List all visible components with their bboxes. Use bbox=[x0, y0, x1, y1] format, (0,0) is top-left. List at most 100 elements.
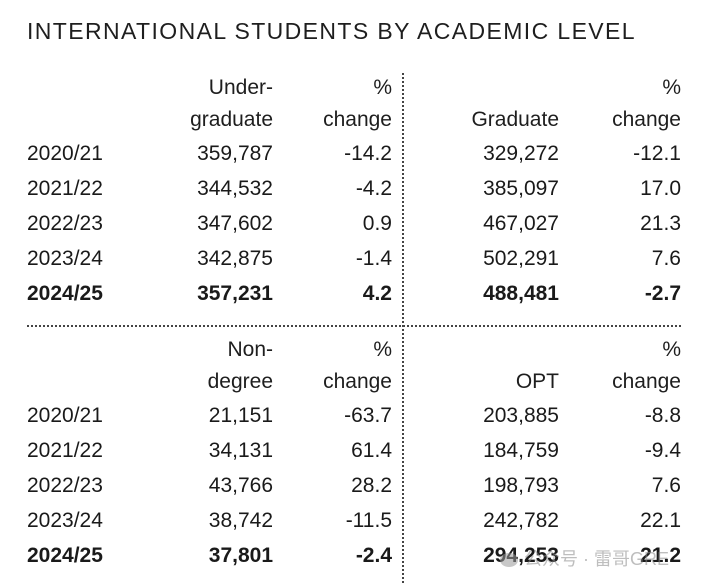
graduate-header-value: Graduate bbox=[471, 104, 559, 136]
opt-header-value: OPT bbox=[516, 366, 559, 398]
table-row: 2021/22 344,532 -4.2 bbox=[27, 171, 395, 206]
table-row: 198,793 7.6 bbox=[408, 468, 681, 503]
page-title: INTERNATIONAL STUDENTS BY ACADEMIC LEVEL bbox=[27, 18, 636, 44]
value-cell: 21,151 bbox=[208, 404, 273, 427]
horizontal-divider bbox=[27, 325, 681, 327]
year-cell: 2022/23 bbox=[27, 474, 103, 497]
change-cell: 7.6 bbox=[651, 474, 681, 497]
undergraduate-header-change: % change bbox=[323, 72, 392, 136]
header-line: change bbox=[323, 370, 392, 393]
header-line: graduate bbox=[190, 108, 273, 131]
table-row-latest: 2024/25 37,801 -2.4 bbox=[27, 538, 395, 573]
value-cell: 43,766 bbox=[208, 474, 273, 497]
table-row-latest: 488,481 -2.7 bbox=[408, 276, 681, 311]
change-cell: -11.5 bbox=[345, 509, 392, 532]
value-cell: 38,742 bbox=[208, 509, 273, 532]
header-line: change bbox=[612, 108, 681, 131]
value-cell: 502,291 bbox=[483, 247, 559, 270]
graduate-header: Graduate % change bbox=[408, 73, 681, 136]
opt-header-change: % change bbox=[612, 334, 681, 398]
year-cell: 2024/25 bbox=[27, 544, 103, 567]
header-line: % bbox=[662, 338, 681, 361]
value-cell: 347,602 bbox=[197, 212, 273, 235]
change-cell: 61.4 bbox=[351, 439, 392, 462]
value-cell: 198,793 bbox=[483, 474, 559, 497]
change-cell: -2.7 bbox=[644, 282, 681, 305]
header-line: % bbox=[662, 76, 681, 99]
opt-header: OPT % change bbox=[408, 335, 681, 398]
table-row: 329,272 -12.1 bbox=[408, 136, 681, 171]
header-line: change bbox=[612, 370, 681, 393]
year-cell: 2020/21 bbox=[27, 142, 103, 165]
year-cell: 2023/24 bbox=[27, 247, 103, 270]
year-cell: 2021/22 bbox=[27, 439, 103, 462]
change-cell: 21.2 bbox=[640, 544, 681, 567]
year-cell: 2023/24 bbox=[27, 509, 103, 532]
value-cell: 467,027 bbox=[483, 212, 559, 235]
undergraduate-table: Under- graduate % change 2020/21 359,787… bbox=[27, 73, 395, 311]
value-cell: 359,787 bbox=[197, 142, 273, 165]
graduate-table: Graduate % change 329,272 -12.1 385,097 … bbox=[408, 73, 681, 311]
header-line: Non- bbox=[227, 338, 273, 361]
change-cell: -8.8 bbox=[644, 404, 681, 427]
table-row: 2022/23 43,766 28.2 bbox=[27, 468, 395, 503]
header-line: Graduate bbox=[471, 108, 559, 131]
watermark-text: 公众号 · 雷哥GRE bbox=[524, 549, 670, 569]
value-cell: 357,231 bbox=[197, 282, 273, 305]
wechat-icon bbox=[500, 553, 518, 568]
change-cell: -63.7 bbox=[344, 404, 392, 427]
table-row: 242,782 22.1 bbox=[408, 503, 681, 538]
value-cell: 242,782 bbox=[483, 509, 559, 532]
value-cell: 488,481 bbox=[483, 282, 559, 305]
change-cell: 28.2 bbox=[351, 474, 392, 497]
table-row: 2022/23 347,602 0.9 bbox=[27, 206, 395, 241]
change-cell: 17.0 bbox=[640, 177, 681, 200]
header-line: degree bbox=[207, 370, 273, 393]
undergraduate-header: Under- graduate % change bbox=[27, 73, 395, 136]
year-cell: 2020/21 bbox=[27, 404, 103, 427]
nondegree-table: Non- degree % change 2020/21 21,151 -63.… bbox=[27, 335, 395, 573]
table-row: 502,291 7.6 bbox=[408, 241, 681, 276]
change-cell: -2.4 bbox=[355, 544, 392, 567]
change-cell: -14.2 bbox=[344, 142, 392, 165]
opt-table: OPT % change 203,885 -8.8 184,759 -9.4 1… bbox=[408, 335, 681, 573]
table-row: 2021/22 34,131 61.4 bbox=[27, 433, 395, 468]
header-line: OPT bbox=[515, 370, 559, 393]
change-cell: -9.4 bbox=[644, 439, 681, 462]
value-cell: 203,885 bbox=[483, 404, 559, 427]
table-row-latest: 2024/25 357,231 4.2 bbox=[27, 276, 395, 311]
header-line: change bbox=[323, 108, 392, 131]
table-row: 184,759 -9.4 bbox=[408, 433, 681, 468]
table-row: 203,885 -8.8 bbox=[408, 398, 681, 433]
change-cell: 7.6 bbox=[651, 247, 681, 270]
change-cell: -12.1 bbox=[633, 142, 681, 165]
year-cell: 2024/25 bbox=[27, 282, 103, 305]
header-line: % bbox=[373, 76, 392, 99]
change-cell: 0.9 bbox=[362, 212, 392, 235]
table-row: 385,097 17.0 bbox=[408, 171, 681, 206]
year-cell: 2022/23 bbox=[27, 212, 103, 235]
watermark: 公众号 · 雷哥GRE bbox=[500, 545, 669, 571]
value-cell: 329,272 bbox=[483, 142, 559, 165]
table-row: 2023/24 342,875 -1.4 bbox=[27, 241, 395, 276]
table-row: 467,027 21.3 bbox=[408, 206, 681, 241]
table-row: 2023/24 38,742 -11.5 bbox=[27, 503, 395, 538]
value-cell: 34,131 bbox=[208, 439, 273, 462]
value-cell: 342,875 bbox=[197, 247, 273, 270]
nondegree-header-change: % change bbox=[323, 334, 392, 398]
value-cell: 37,801 bbox=[208, 544, 273, 567]
nondegree-header-value: Non- degree bbox=[208, 334, 273, 398]
table-row: 2020/21 359,787 -14.2 bbox=[27, 136, 395, 171]
value-cell: 344,532 bbox=[197, 177, 273, 200]
change-cell: 22.1 bbox=[640, 509, 681, 532]
undergraduate-header-value: Under- graduate bbox=[190, 72, 273, 136]
nondegree-header: Non- degree % change bbox=[27, 335, 395, 398]
change-cell: -4.2 bbox=[355, 177, 392, 200]
value-cell: 184,759 bbox=[483, 439, 559, 462]
year-cell: 2021/22 bbox=[27, 177, 103, 200]
table-row: 2020/21 21,151 -63.7 bbox=[27, 398, 395, 433]
vertical-divider bbox=[402, 73, 404, 583]
change-cell: 4.2 bbox=[362, 282, 392, 305]
header-line: Under- bbox=[208, 76, 273, 99]
